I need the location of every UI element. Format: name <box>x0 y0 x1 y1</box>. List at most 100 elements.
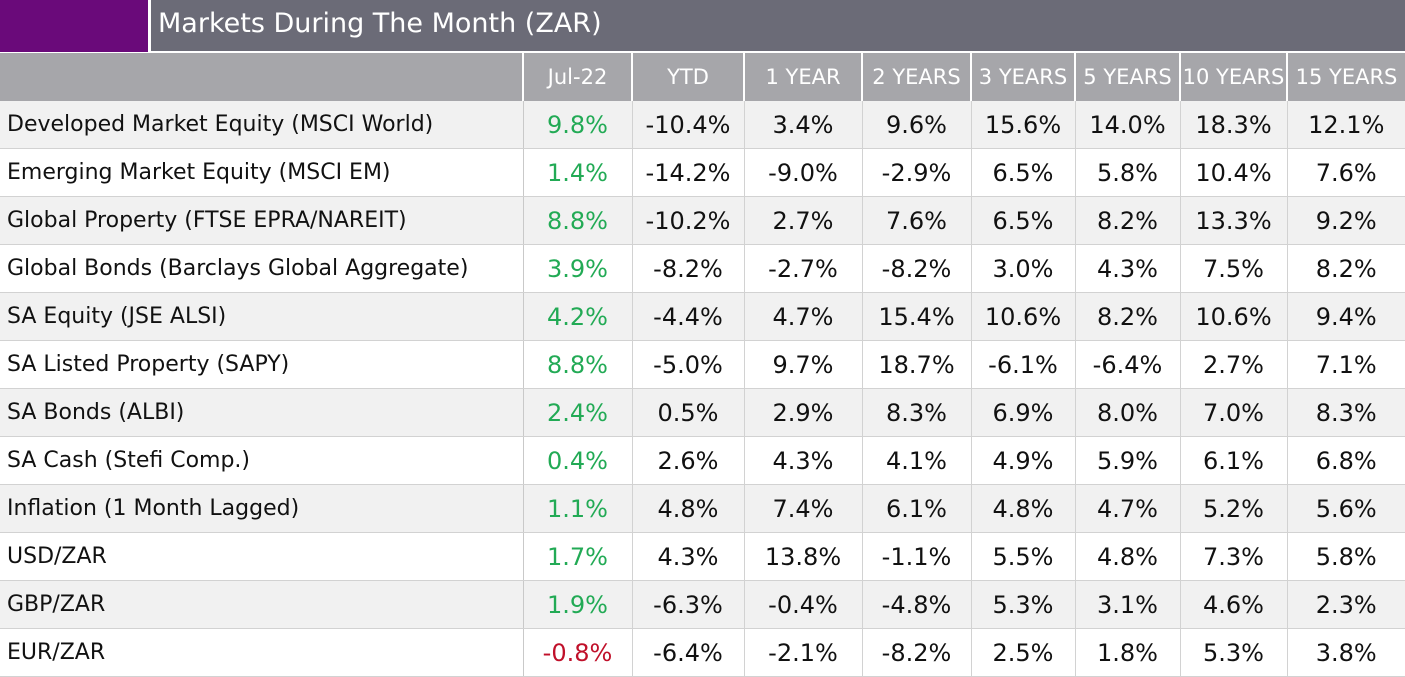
row-label: SA Equity (JSE ALSI) <box>0 292 523 341</box>
month-return-cell: 1.9% <box>522 580 632 629</box>
return-cell: 4.8% <box>631 484 744 533</box>
table-row: GBP/ZAR 1.9% -6.3% -0.4% -4.8% 5.3% 3.1% 4.6% 2.… <box>0 580 1405 629</box>
return-cell: -2.7% <box>743 244 862 293</box>
table-row: SA Bonds (ALBI) 2.4% 0.5% 2.9% 8.3% 6.9% 8.0% 7… <box>0 388 1405 437</box>
return-cell: 5.5% <box>970 532 1075 581</box>
row-label: Inflation (1 Month Lagged) <box>0 484 523 533</box>
table-row: Inflation (1 Month Lagged) 1.1% 4.8% 7.4% 6.… <box>0 484 1405 533</box>
return-cell: 12.1% <box>1286 101 1405 149</box>
month-return-cell: 1.1% <box>522 484 632 533</box>
return-cell: -14.2% <box>631 148 744 197</box>
return-cell: 6.1% <box>1179 436 1287 485</box>
column-header: 5 YEARS <box>1074 53 1180 101</box>
month-return-cell: 0.4% <box>522 436 632 485</box>
return-cell: -5.0% <box>631 340 744 389</box>
return-cell: 3.1% <box>1074 580 1180 629</box>
return-cell: 15.6% <box>970 101 1075 149</box>
return-cell: 5.6% <box>1286 484 1405 533</box>
return-cell: 2.3% <box>1286 580 1405 629</box>
return-cell: 8.2% <box>1286 244 1405 293</box>
row-label: USD/ZAR <box>0 532 523 581</box>
return-cell: 3.8% <box>1286 628 1405 677</box>
return-cell: 9.7% <box>743 340 862 389</box>
return-cell: -6.1% <box>970 340 1075 389</box>
row-label: SA Bonds (ALBI) <box>0 388 523 437</box>
return-cell: 7.1% <box>1286 340 1405 389</box>
row-label: SA Listed Property (SAPY) <box>0 340 523 389</box>
return-cell: 4.6% <box>1179 580 1287 629</box>
return-cell: 4.8% <box>970 484 1075 533</box>
column-header <box>0 53 523 101</box>
return-cell: 8.0% <box>1074 388 1180 437</box>
return-cell: -2.9% <box>861 148 971 197</box>
return-cell: -4.4% <box>631 292 744 341</box>
return-cell: 6.9% <box>970 388 1075 437</box>
month-return-cell: -0.8% <box>522 628 632 677</box>
return-cell: 6.1% <box>861 484 971 533</box>
return-cell: 9.2% <box>1286 196 1405 245</box>
row-label: SA Cash (Stefi Comp.) <box>0 436 523 485</box>
return-cell: 7.6% <box>1286 148 1405 197</box>
return-cell: -6.4% <box>631 628 744 677</box>
row-label: Developed Market Equity (MSCI World) <box>0 101 523 149</box>
return-cell: 3.4% <box>743 101 862 149</box>
column-header: 1 YEAR <box>743 53 862 101</box>
month-return-cell: 4.2% <box>522 292 632 341</box>
table-row: USD/ZAR 1.7% 4.3% 13.8% -1.1% 5.5% 4.8% 7.3% 5.8… <box>0 532 1405 581</box>
return-cell: 13.3% <box>1179 196 1287 245</box>
return-cell: 8.3% <box>1286 388 1405 437</box>
return-cell: 7.6% <box>861 196 971 245</box>
return-cell: 2.6% <box>631 436 744 485</box>
month-return-cell: 2.4% <box>522 388 632 437</box>
return-cell: 6.5% <box>970 148 1075 197</box>
return-cell: -9.0% <box>743 148 862 197</box>
table-row: SA Equity (JSE ALSI) 4.2% -4.4% 4.7% 15.4% 10… <box>0 292 1405 341</box>
table-row: Developed Market Equity (MSCI World) 9.8%… <box>0 101 1405 149</box>
return-cell: 4.7% <box>1074 484 1180 533</box>
return-cell: 5.8% <box>1286 532 1405 581</box>
return-cell: 4.3% <box>631 532 744 581</box>
table-row: SA Cash (Stefi Comp.) 0.4% 2.6% 4.3% 4.1% 4.9… <box>0 436 1405 485</box>
return-cell: -8.2% <box>631 244 744 293</box>
return-cell: 18.3% <box>1179 101 1287 149</box>
month-return-cell: 8.8% <box>522 196 632 245</box>
return-cell: 4.3% <box>743 436 862 485</box>
row-label: EUR/ZAR <box>0 628 523 677</box>
month-return-cell: 1.4% <box>522 148 632 197</box>
table-header-row: Jul-22 YTD 1 YEAR 2 YEARS 3 YEARS 5 YEAR… <box>0 53 1405 101</box>
return-cell: 9.6% <box>861 101 971 149</box>
table-row: Global Property (FTSE EPRA/NAREIT) 8.8% -1… <box>0 196 1405 245</box>
return-cell: 4.7% <box>743 292 862 341</box>
return-cell: -8.2% <box>861 628 971 677</box>
column-header: 15 YEARS <box>1286 53 1405 101</box>
return-cell: -0.4% <box>743 580 862 629</box>
page-title: Markets During The Month (ZAR) <box>158 8 602 39</box>
return-cell: 3.0% <box>970 244 1075 293</box>
row-label: Global Bonds (Barclays Global Aggregate) <box>0 244 523 293</box>
return-cell: 10.6% <box>970 292 1075 341</box>
return-cell: 5.3% <box>970 580 1075 629</box>
table-row: EUR/ZAR -0.8% -6.4% -2.1% -8.2% 2.5% 1.8% 5.3% 3… <box>0 628 1405 677</box>
return-cell: -1.1% <box>861 532 971 581</box>
return-cell: 2.5% <box>970 628 1075 677</box>
row-label: Emerging Market Equity (MSCI EM) <box>0 148 523 197</box>
return-cell: 2.7% <box>743 196 862 245</box>
return-cell: 2.9% <box>743 388 862 437</box>
return-cell: -10.2% <box>631 196 744 245</box>
return-cell: 6.5% <box>970 196 1075 245</box>
title-bar: Markets During The Month (ZAR) <box>0 0 1405 53</box>
return-cell: -6.4% <box>1074 340 1180 389</box>
column-header: 3 YEARS <box>970 53 1075 101</box>
return-cell: 5.9% <box>1074 436 1180 485</box>
return-cell: 0.5% <box>631 388 744 437</box>
return-cell: 7.4% <box>743 484 862 533</box>
return-cell: 7.5% <box>1179 244 1287 293</box>
return-cell: 6.8% <box>1286 436 1405 485</box>
return-cell: 1.8% <box>1074 628 1180 677</box>
accent-swatch <box>0 0 151 52</box>
return-cell: -2.1% <box>743 628 862 677</box>
return-cell: 5.2% <box>1179 484 1287 533</box>
row-label: GBP/ZAR <box>0 580 523 629</box>
return-cell: -6.3% <box>631 580 744 629</box>
return-cell: 8.3% <box>861 388 971 437</box>
